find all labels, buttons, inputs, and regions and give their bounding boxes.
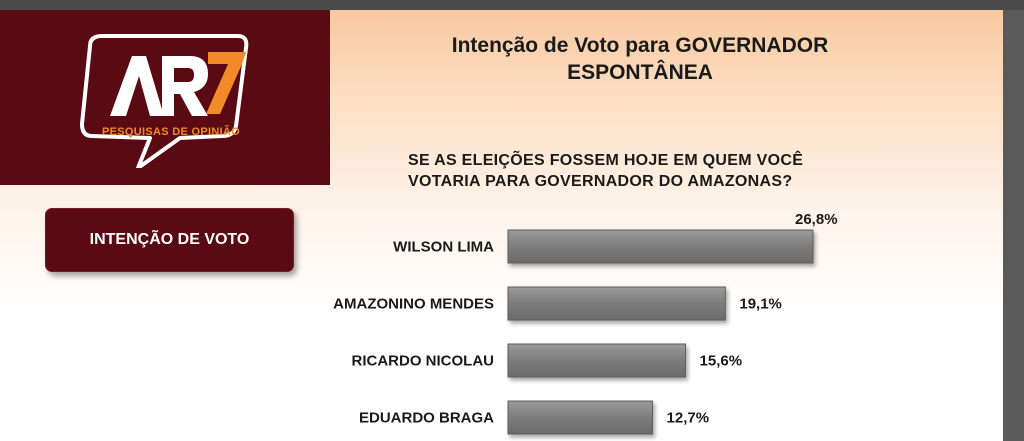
bar-wilson-lima	[507, 229, 814, 264]
intent-button[interactable]: INTENÇÃO DE VOTO	[45, 208, 294, 272]
value-label-eduardo-braga: 12,7%	[667, 410, 710, 427]
slide: PESQUISAS DE OPINIÃO Intenção de Voto pa…	[0, 10, 1003, 441]
bar-ricardo-nicolau	[507, 343, 687, 378]
logo: PESQUISAS DE OPINIÃO	[0, 10, 330, 185]
title-line-1: Intenção de Voto para GOVERNADOR	[451, 34, 829, 57]
logo-subtitle: PESQUISAS DE OPINIÃO	[102, 126, 241, 138]
question-line-2: VOTARIA PARA GOVERNADOR DO AMAZONAS?	[408, 173, 793, 190]
bar-chart: WILSON LIMA 26,8% AMAZONINO MENDES 19,1% RIC…	[333, 211, 838, 435]
ar7-logo-icon	[80, 34, 249, 168]
title-line-2: ESPONTÂNEA	[567, 61, 713, 84]
category-label-eduardo-braga: EDUARDO BRAGA	[359, 410, 494, 427]
bar-amazonino-mendes	[507, 286, 726, 321]
value-label-ricardo-nicolau: 15,6%	[700, 353, 743, 370]
category-label-amazonino-mendes: AMAZONINO MENDES	[333, 296, 494, 313]
category-label-wilson-lima: WILSON LIMA	[393, 239, 494, 256]
survey-question: SE AS ELEIÇÕES FOSSEM HOJE EM QUEM VOCÊ …	[408, 150, 868, 192]
page-title: Intenção de Voto para GOVERNADOR ESPONTÂ…	[380, 32, 900, 86]
question-line-1: SE AS ELEIÇÕES FOSSEM HOJE EM QUEM VOCÊ	[408, 152, 804, 169]
bar-eduardo-braga	[507, 400, 654, 435]
window-edge	[1003, 10, 1024, 441]
value-label-amazonino-mendes: 19,1%	[739, 296, 782, 313]
value-label-wilson-lima: 26,8%	[795, 211, 838, 228]
category-label-ricardo-nicolau: RICARDO NICOLAU	[352, 353, 495, 370]
